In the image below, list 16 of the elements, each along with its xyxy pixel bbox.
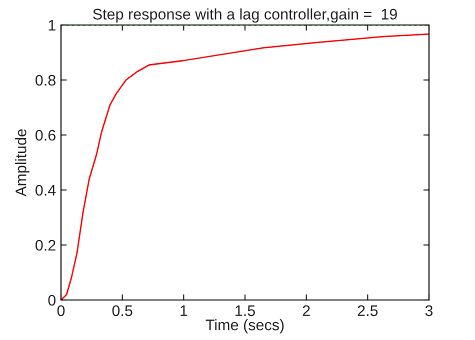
x-tick-label: 0.5 <box>112 305 132 316</box>
chart-title: Step response with a lag controller,gain = 19 <box>93 8 397 23</box>
y-tick-label: 0.2 <box>36 240 56 251</box>
x-tick-label: 1 <box>180 305 188 316</box>
x-tick-label: 3 <box>425 305 433 316</box>
y-axis-title: Amplitude <box>15 129 30 196</box>
x-axis-title: Time (secs) <box>206 319 284 334</box>
x-tick-label: 2.5 <box>358 305 378 316</box>
y-tick-label: 0.6 <box>36 130 56 141</box>
x-tick-label: 1.5 <box>236 305 255 316</box>
x-tick-label: 2 <box>302 305 310 316</box>
y-tick-label: 1 <box>48 20 56 31</box>
y-tick-label: 0.4 <box>36 184 56 196</box>
y-tick-label: 0.8 <box>36 74 56 86</box>
x-tick-label: 0 <box>57 305 65 316</box>
y-tick-label: 0 <box>48 294 56 306</box>
